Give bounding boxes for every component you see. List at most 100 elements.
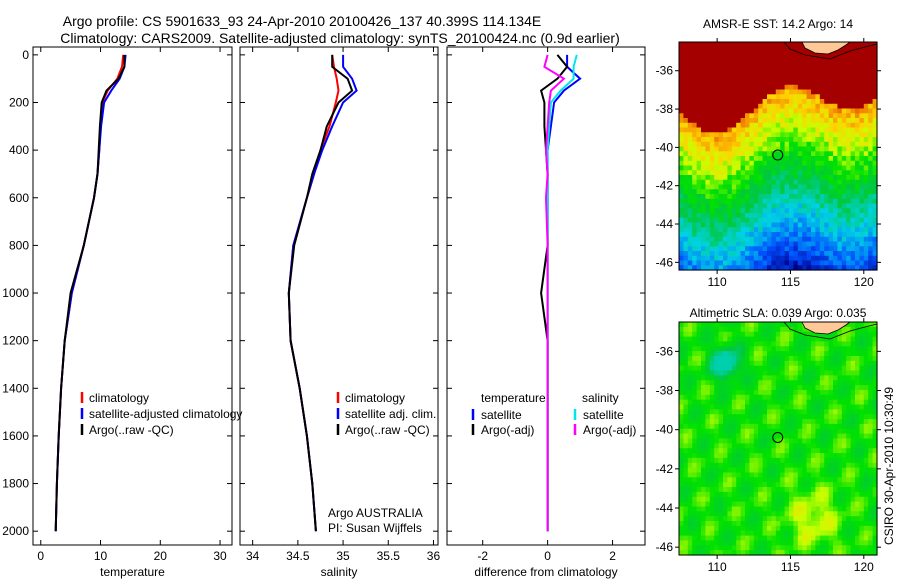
map-cell bbox=[745, 141, 750, 148]
map-cell bbox=[762, 491, 768, 498]
map-cell bbox=[855, 457, 860, 464]
map-cell bbox=[714, 419, 720, 425]
map-cell bbox=[687, 127, 693, 133]
map-cell bbox=[811, 132, 816, 138]
map-cell bbox=[789, 179, 794, 186]
map-cell bbox=[749, 331, 755, 338]
map-cell bbox=[850, 545, 856, 551]
map-cell bbox=[736, 365, 742, 372]
map-cell bbox=[749, 487, 755, 493]
map-cell bbox=[709, 365, 715, 372]
map-cell bbox=[824, 331, 830, 338]
map-cell bbox=[815, 137, 821, 143]
map-cell bbox=[687, 414, 693, 420]
map-cell bbox=[740, 260, 746, 266]
map-cell bbox=[850, 222, 856, 228]
map-cell bbox=[731, 179, 737, 186]
map-cell bbox=[767, 457, 772, 464]
map-cell bbox=[833, 217, 838, 224]
map-cell bbox=[679, 165, 684, 171]
map-cell bbox=[863, 365, 869, 372]
map-cell bbox=[841, 438, 847, 444]
map-cell bbox=[802, 170, 808, 176]
map-cell bbox=[793, 423, 799, 430]
map-cell bbox=[696, 496, 702, 503]
map-cell bbox=[789, 198, 794, 205]
map-cell bbox=[745, 80, 750, 86]
map-cell bbox=[863, 51, 869, 57]
map-cell bbox=[833, 80, 838, 86]
map-cell bbox=[819, 360, 825, 367]
map-cell bbox=[828, 545, 834, 551]
map-cell bbox=[811, 236, 816, 243]
map-cell bbox=[692, 375, 698, 381]
map-cell bbox=[797, 42, 803, 48]
map-cell bbox=[745, 94, 750, 100]
map-cell bbox=[789, 103, 794, 110]
map-cell bbox=[714, 491, 720, 498]
map-cell bbox=[727, 141, 733, 148]
map-cell bbox=[771, 356, 777, 362]
map-cell bbox=[863, 336, 869, 343]
map-cell bbox=[855, 255, 860, 262]
map-cell bbox=[723, 132, 728, 138]
map-cell bbox=[692, 423, 698, 430]
map-cell bbox=[828, 331, 834, 338]
map-cell bbox=[780, 419, 786, 425]
map-cell bbox=[705, 251, 711, 257]
map-cell bbox=[709, 545, 715, 551]
map-cell bbox=[758, 127, 764, 133]
map-cell bbox=[683, 42, 689, 48]
map-cell bbox=[731, 414, 737, 420]
map-cell bbox=[846, 496, 852, 503]
map-cell bbox=[797, 213, 803, 219]
map-cell bbox=[859, 336, 865, 343]
map-cell bbox=[692, 84, 698, 91]
map-cell bbox=[872, 462, 878, 469]
map-cell bbox=[863, 94, 869, 100]
map-cell bbox=[758, 482, 764, 488]
map-cell bbox=[872, 137, 878, 143]
map-cell bbox=[679, 370, 684, 376]
map-cell bbox=[705, 521, 711, 527]
map-cell bbox=[841, 399, 847, 406]
map-cell bbox=[701, 203, 706, 209]
map-cell bbox=[789, 99, 794, 105]
map-cell bbox=[762, 265, 768, 271]
map-cell bbox=[797, 208, 803, 214]
map-cell bbox=[775, 179, 781, 186]
map-cell bbox=[749, 491, 755, 498]
y-tick-label: -36 bbox=[656, 64, 674, 78]
map-cell bbox=[736, 42, 742, 48]
map-cell bbox=[793, 491, 799, 498]
map-cell bbox=[679, 170, 684, 176]
map-cell bbox=[784, 423, 790, 430]
map-cell bbox=[850, 156, 856, 162]
map-cell bbox=[753, 336, 759, 343]
map-cell bbox=[789, 236, 794, 243]
map-cell bbox=[723, 198, 728, 205]
map-cell bbox=[723, 394, 728, 401]
map-cell bbox=[797, 227, 803, 233]
map-cell bbox=[784, 179, 790, 186]
map-cell bbox=[692, 545, 698, 551]
map-cell bbox=[815, 170, 821, 176]
map-cell bbox=[789, 365, 794, 372]
map-cell bbox=[749, 530, 755, 537]
map-cell bbox=[872, 535, 878, 542]
map-cell bbox=[753, 42, 759, 48]
map-cell bbox=[837, 198, 843, 205]
map-cell bbox=[709, 70, 715, 76]
map-cell bbox=[767, 42, 772, 48]
map-cell bbox=[740, 365, 746, 372]
map-cell bbox=[789, 56, 794, 62]
map-cell bbox=[723, 232, 728, 238]
map-cell bbox=[740, 156, 746, 162]
map-cell bbox=[797, 506, 803, 512]
map-cell bbox=[789, 511, 794, 517]
map-cell bbox=[736, 423, 742, 430]
map-cell bbox=[793, 336, 799, 343]
map-cell bbox=[771, 198, 777, 205]
map-cell bbox=[745, 222, 750, 228]
map-cell bbox=[863, 118, 869, 124]
